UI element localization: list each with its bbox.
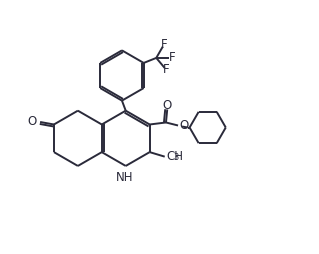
Text: F: F xyxy=(168,51,175,65)
Text: 3: 3 xyxy=(173,153,178,162)
Text: F: F xyxy=(163,63,170,76)
Text: NH: NH xyxy=(116,171,134,184)
Text: CH: CH xyxy=(166,150,183,163)
Text: F: F xyxy=(161,38,167,51)
Text: O: O xyxy=(179,119,189,133)
Text: O: O xyxy=(162,99,172,112)
Text: O: O xyxy=(28,115,37,128)
